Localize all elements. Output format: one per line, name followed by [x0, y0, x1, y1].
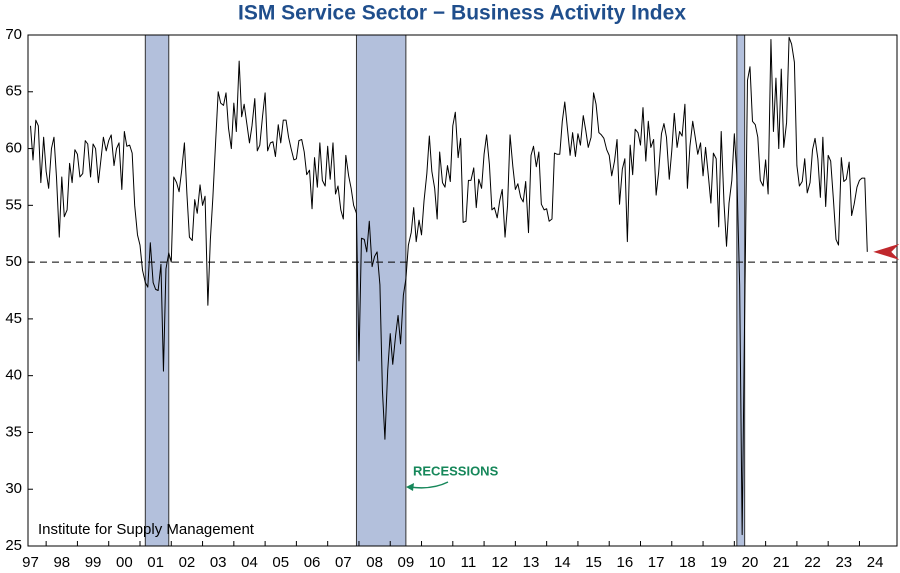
- source-note: Institute for Supply Management: [38, 521, 255, 538]
- x-tick-label: 97: [22, 554, 39, 571]
- x-tick-label: 06: [304, 554, 321, 571]
- y-tick-label: 25: [5, 537, 22, 554]
- x-tick-label: 10: [429, 554, 446, 571]
- recessions-annotation: RECESSIONS: [413, 463, 499, 478]
- chart-title: ISM Service Sector − Business Activity I…: [238, 2, 686, 25]
- x-tick-label: 23: [835, 554, 852, 571]
- y-tick-label: 35: [5, 423, 22, 440]
- x-tick-label: 20: [742, 554, 759, 571]
- recession-band: [355, 34, 407, 547]
- y-tick-label: 60: [5, 140, 22, 157]
- x-tick-label: 12: [491, 554, 508, 571]
- x-tick-label: 22: [804, 554, 821, 571]
- y-tick-label: 70: [5, 26, 22, 43]
- y-tick-label: 55: [5, 196, 22, 213]
- x-tick-label: 01: [147, 554, 164, 571]
- plot-frame: [27, 34, 898, 547]
- x-tick-label: 03: [210, 554, 227, 571]
- x-tick-label: 08: [366, 554, 383, 571]
- x-tick-label: 15: [585, 554, 602, 571]
- x-tick-label: 05: [272, 554, 289, 571]
- y-tick-label: 45: [5, 310, 22, 327]
- y-tick-label: 40: [5, 367, 22, 384]
- x-tick-label: 19: [710, 554, 727, 571]
- y-tick-label: 50: [5, 253, 22, 270]
- x-tick-label: 04: [241, 554, 258, 571]
- latest-pointer: [873, 243, 900, 260]
- index-line: [30, 36, 868, 536]
- x-tick-label: 16: [617, 554, 634, 571]
- recession-band: [736, 34, 746, 547]
- x-tick-label: 07: [335, 554, 352, 571]
- x-tick-label: 24: [867, 554, 884, 571]
- x-tick-label: 17: [648, 554, 665, 571]
- x-tick-label: 18: [679, 554, 696, 571]
- y-tick-label: 30: [5, 480, 22, 497]
- y-tick-label: 65: [5, 83, 22, 100]
- x-tick-label: 02: [179, 554, 196, 571]
- x-tick-label: 98: [53, 554, 70, 571]
- x-tick-label: 13: [523, 554, 540, 571]
- x-tick-label: 14: [554, 554, 571, 571]
- annotation-arrowhead: [406, 483, 414, 491]
- x-tick-label: 09: [398, 554, 415, 571]
- x-tick-label: 11: [461, 554, 477, 571]
- x-tick-label: 00: [116, 554, 133, 571]
- annotation-arrow: [409, 481, 449, 489]
- x-tick-label: 21: [773, 554, 790, 571]
- x-tick-label: 99: [85, 554, 102, 571]
